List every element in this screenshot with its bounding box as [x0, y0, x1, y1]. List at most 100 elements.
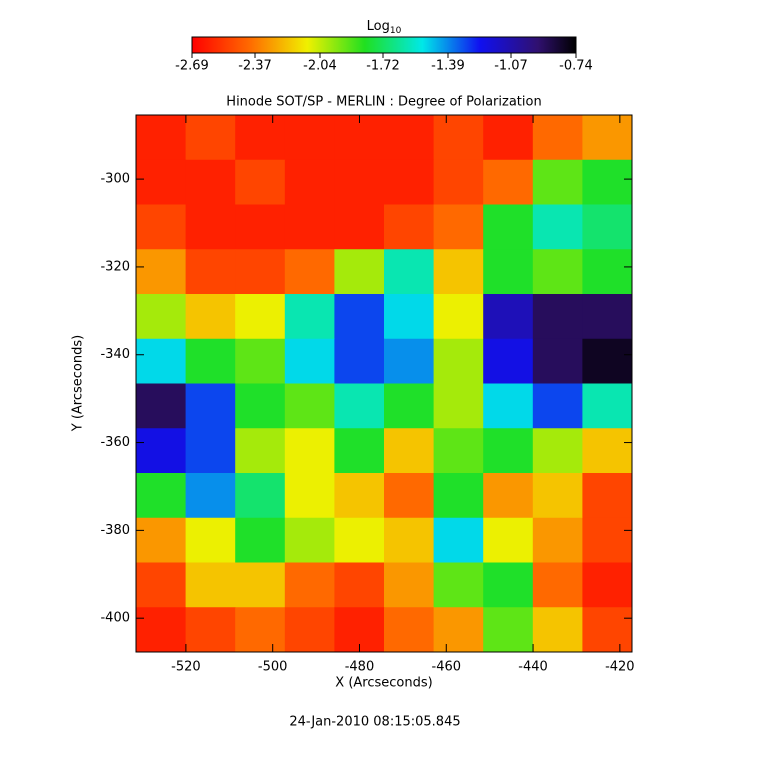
heatmap-cell: [433, 115, 484, 161]
heatmap-cell: [582, 383, 633, 429]
heatmap-cell: [284, 338, 335, 384]
heatmap-cell: [185, 473, 236, 519]
heatmap-cell: [284, 383, 335, 429]
colorbar-tick-label: -2.37: [238, 59, 272, 74]
heatmap-cell: [185, 607, 236, 653]
heatmap-cell: [136, 562, 187, 608]
chart-title: Hinode SOT/SP - MERLIN : Degree of Polar…: [226, 95, 541, 110]
heatmap-cell: [185, 204, 236, 250]
heatmap-cell: [136, 428, 187, 474]
heatmap-cell: [235, 249, 286, 295]
x-tick-label: -520: [171, 660, 201, 675]
heatmap-cell: [483, 159, 534, 205]
heatmap-cell: [532, 383, 583, 429]
heatmap-cell: [384, 115, 435, 161]
heatmap-cell: [384, 383, 435, 429]
heatmap-cell: [235, 473, 286, 519]
heatmap-cell: [136, 249, 187, 295]
y-tick-label: -360: [100, 435, 130, 450]
heatmap-cell: [483, 294, 534, 340]
heatmap-cell: [235, 517, 286, 563]
heatmap-cell: [433, 159, 484, 205]
heatmap-cell: [433, 249, 484, 295]
heatmap-cell: [136, 383, 187, 429]
heatmap-cell: [532, 473, 583, 519]
heatmap-cell: [136, 473, 187, 519]
heatmap-cell: [384, 249, 435, 295]
heatmap-cell: [235, 428, 286, 474]
heatmap-cell: [235, 383, 286, 429]
heatmap-cell: [532, 338, 583, 384]
heatmap-cell: [532, 428, 583, 474]
heatmap-cell: [532, 562, 583, 608]
heatmap-cell: [384, 159, 435, 205]
heatmap-cell: [136, 294, 187, 340]
x-tick-label: -440: [518, 660, 548, 675]
heatmap-cell: [384, 428, 435, 474]
heatmap-cell: [483, 517, 534, 563]
heatmap-cell: [284, 115, 335, 161]
heatmap-cell: [136, 204, 187, 250]
heatmap-cell: [483, 249, 534, 295]
heatmap-cell: [334, 562, 385, 608]
y-tick-label: -340: [100, 347, 130, 362]
heatmap-cell: [185, 294, 236, 340]
colorbar-label-main: Log: [367, 19, 390, 34]
heatmap-cell: [284, 204, 335, 250]
colorbar-tick-label: -0.74: [559, 59, 593, 74]
y-tick-label: -320: [100, 259, 130, 274]
heatmap-cell: [483, 383, 534, 429]
heatmap-cell: [532, 294, 583, 340]
heatmap-cell: [235, 204, 286, 250]
heatmap-cell: [582, 338, 633, 384]
heatmap-cell: [185, 249, 236, 295]
y-tick-label: -400: [100, 611, 130, 626]
heatmap-cell: [284, 249, 335, 295]
heatmap-cell: [284, 428, 335, 474]
heatmap-cell: [235, 159, 286, 205]
heatmap-cell: [136, 115, 187, 161]
heatmap-cell: [582, 115, 633, 161]
heatmap-cell: [284, 607, 335, 653]
heatmap-cell: [235, 294, 286, 340]
heatmap-cell: [384, 473, 435, 519]
heatmap-cell: [532, 115, 583, 161]
heatmap-cell: [582, 562, 633, 608]
heatmap-cell: [582, 473, 633, 519]
colorbar-tick-label: -1.07: [494, 59, 528, 74]
heatmap-cell: [532, 517, 583, 563]
heatmap-cell: [334, 473, 385, 519]
heatmap-cell: [235, 338, 286, 384]
heatmap-cell: [284, 294, 335, 340]
heatmap-cell: [433, 517, 484, 563]
heatmap-cell: [384, 338, 435, 384]
heatmap-cell: [433, 607, 484, 653]
heatmap-cell: [136, 159, 187, 205]
heatmap-cell: [483, 204, 534, 250]
heatmap-cell: [185, 159, 236, 205]
heatmap-cell: [433, 383, 484, 429]
heatmap-cell: [433, 294, 484, 340]
heatmap-cell: [334, 338, 385, 384]
colorbar-label-sub: 10: [390, 26, 402, 36]
heatmap-cell: [284, 517, 335, 563]
heatmap-cell: [185, 562, 236, 608]
heatmap-cell: [532, 249, 583, 295]
heatmap-cell: [483, 338, 534, 384]
x-tick-label: -500: [258, 660, 288, 675]
colorbar-tick-label: -1.72: [366, 59, 400, 74]
heatmap-cell: [334, 294, 385, 340]
x-tick-label: -460: [432, 660, 462, 675]
heatmap-cell: [334, 383, 385, 429]
heatmap-cell: [582, 517, 633, 563]
heatmap-cell: [483, 607, 534, 653]
colorbar-label: Log10: [367, 19, 402, 36]
heatmap-cell: [384, 607, 435, 653]
heatmap-cell: [284, 159, 335, 205]
x-tick-label: -420: [605, 660, 635, 675]
x-axis-label: X (Arcseconds): [335, 676, 432, 691]
y-tick-label: -380: [100, 523, 130, 538]
heatmap-cell: [334, 159, 385, 205]
heatmap-cell: [284, 562, 335, 608]
